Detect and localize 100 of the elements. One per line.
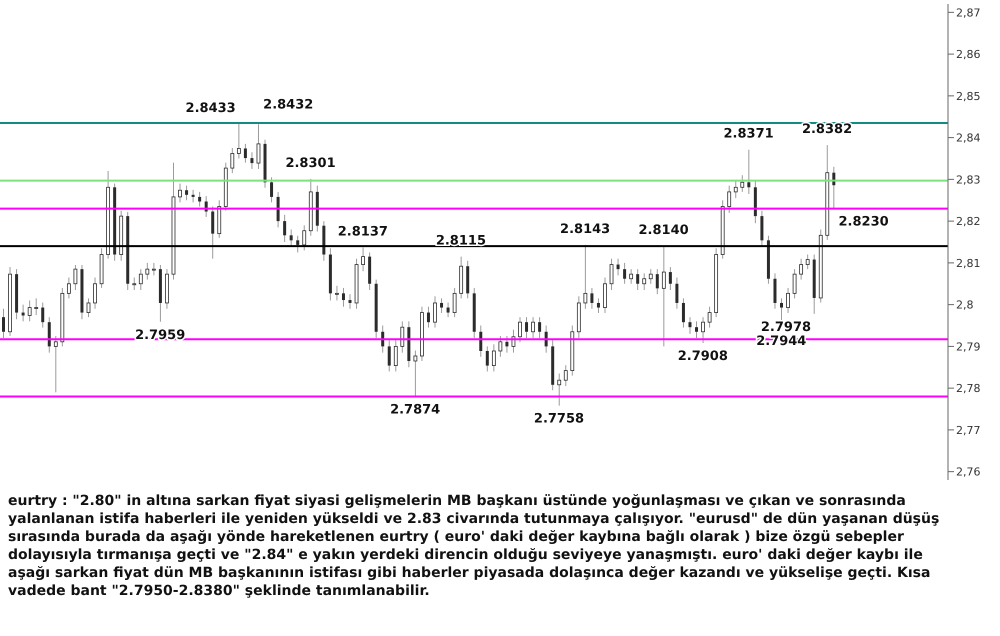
annotation: 2.8371 xyxy=(724,126,774,142)
candlestick xyxy=(740,174,744,192)
candlestick xyxy=(452,287,457,318)
candlestick xyxy=(590,287,594,310)
y-tick-label: 2,83 xyxy=(956,173,980,186)
y-tick-label: 2,84 xyxy=(956,132,980,145)
candlestick xyxy=(342,287,345,308)
candlestick xyxy=(486,346,489,372)
candlestick xyxy=(198,191,202,208)
y-tick-label: 2,78 xyxy=(956,382,980,396)
candlestick xyxy=(636,268,640,291)
candlestick xyxy=(806,254,810,270)
candlestick xyxy=(675,276,678,310)
candlestick xyxy=(394,340,398,372)
candlestick xyxy=(688,316,692,334)
candlestick xyxy=(2,308,5,339)
candlestick xyxy=(28,300,32,322)
y-tick-label: 2,85 xyxy=(956,90,980,103)
candlestick xyxy=(41,302,44,328)
candlestick xyxy=(138,268,143,291)
candlestick xyxy=(54,335,58,393)
candlestick xyxy=(236,123,241,159)
y-tick-label: 2,77 xyxy=(956,424,980,437)
candlestick xyxy=(734,180,738,199)
annotation: 2.8143 xyxy=(560,222,610,237)
candlestick xyxy=(283,214,286,242)
candlestick xyxy=(302,224,306,251)
annotation: 2.7908 xyxy=(678,349,728,364)
candlestick xyxy=(610,258,614,291)
annotation: 2.8433 xyxy=(186,100,236,116)
candlestick xyxy=(786,287,790,314)
candlestick xyxy=(682,298,685,328)
candlestick xyxy=(668,266,672,291)
candlestick xyxy=(348,294,352,310)
candlestick xyxy=(74,264,78,291)
candlestick xyxy=(361,246,365,272)
candlestick xyxy=(270,176,274,203)
y-tick-label: 2,86 xyxy=(956,48,980,62)
candlestick xyxy=(642,272,646,291)
candlestick xyxy=(296,235,300,253)
candlestick xyxy=(413,350,418,397)
candlestick xyxy=(629,268,634,284)
candlestick xyxy=(86,298,90,318)
candlestick xyxy=(388,340,391,372)
annotation: 2.8137 xyxy=(338,224,388,240)
candlestick xyxy=(656,268,659,295)
candlestick xyxy=(93,276,97,310)
candlestick xyxy=(616,258,620,276)
candlestick xyxy=(525,316,528,339)
y-tick-label: 2,81 xyxy=(956,256,980,270)
candlestick xyxy=(440,298,444,314)
candlestick xyxy=(211,206,214,260)
y-tick-label: 2,8 xyxy=(956,298,974,312)
candlestick xyxy=(22,304,25,322)
annotation: 2.7874 xyxy=(390,402,440,418)
candlestick xyxy=(244,143,247,164)
candlestick xyxy=(446,302,450,318)
candlestick xyxy=(662,246,666,347)
candlestick xyxy=(66,276,71,299)
annotation: 2.8230 xyxy=(838,214,889,230)
annotation: 2.8382 xyxy=(802,122,852,138)
annotation: 2.8115 xyxy=(436,234,486,249)
candlestick xyxy=(192,189,195,203)
candlestick xyxy=(792,268,796,299)
candlestick xyxy=(290,228,293,247)
annotation: 2.8301 xyxy=(285,156,336,171)
candlestick xyxy=(185,185,188,201)
annotation: 2.8140 xyxy=(638,223,689,238)
candlestick xyxy=(747,149,750,194)
candlestick xyxy=(538,316,542,339)
candlestick xyxy=(145,262,150,280)
candlestick xyxy=(152,262,156,276)
candlestick xyxy=(564,364,568,387)
candlestick xyxy=(701,316,705,344)
candlestick xyxy=(799,258,804,280)
candlestick xyxy=(34,298,38,316)
candlestick xyxy=(335,285,339,301)
candlestick xyxy=(695,320,698,339)
candlestick xyxy=(596,298,600,314)
candlestick xyxy=(708,306,712,328)
candlestick xyxy=(230,148,234,174)
candlestick xyxy=(518,316,522,343)
y-tick-label: 2,82 xyxy=(956,215,980,228)
candlestick xyxy=(250,152,254,170)
candlestick xyxy=(583,244,588,310)
candlestick xyxy=(505,335,508,354)
candlestick xyxy=(426,306,430,328)
candlestick xyxy=(531,316,535,339)
text: eurtry : "2.80" in altına sarkan fiyat siyasi gelişmelerin MB başkanı üstünde yoğunlaşması ve çıkan ve sonrasında yalanlanan istifa haberleri ile yeniden yükseldi ve 2.83 civarında tutunmaya çalışıyor. "eurusd" de dün yaşanan düşüş sırasında burada da aşağı yönde hareketlenen eurtry ( euro' daki değer kaybına bağlı olarak ) bize özgü sebepler dolayısıyla tırmanışa geçti ve "2.84" e yakın yerdeki direncin olduğu seviyeye yanaşmıştı. euro' daki değer kaybı ile aşağı sarkan fiyat dün MB başkanının istifası gibi haberler piyasada dolaşınca değer kazandı ve yükselişe geçti. Kısa vadede bant "2.7950-2.8380" şeklinde tanımlanabilir. xyxy=(7,492,940,600)
annotation: 2.7758 xyxy=(534,412,584,427)
candlestick xyxy=(256,124,260,170)
annotation: 2.7978 xyxy=(760,320,812,335)
candlestick xyxy=(492,344,496,372)
y-tick-label: 2,87 xyxy=(956,6,980,20)
candlestick xyxy=(623,262,626,284)
y-tick-label: 2,76 xyxy=(956,466,980,479)
candlestick xyxy=(603,276,607,314)
candlestick xyxy=(178,183,182,203)
candlestick xyxy=(498,335,502,358)
y-tick-label: 2,79 xyxy=(956,340,980,354)
